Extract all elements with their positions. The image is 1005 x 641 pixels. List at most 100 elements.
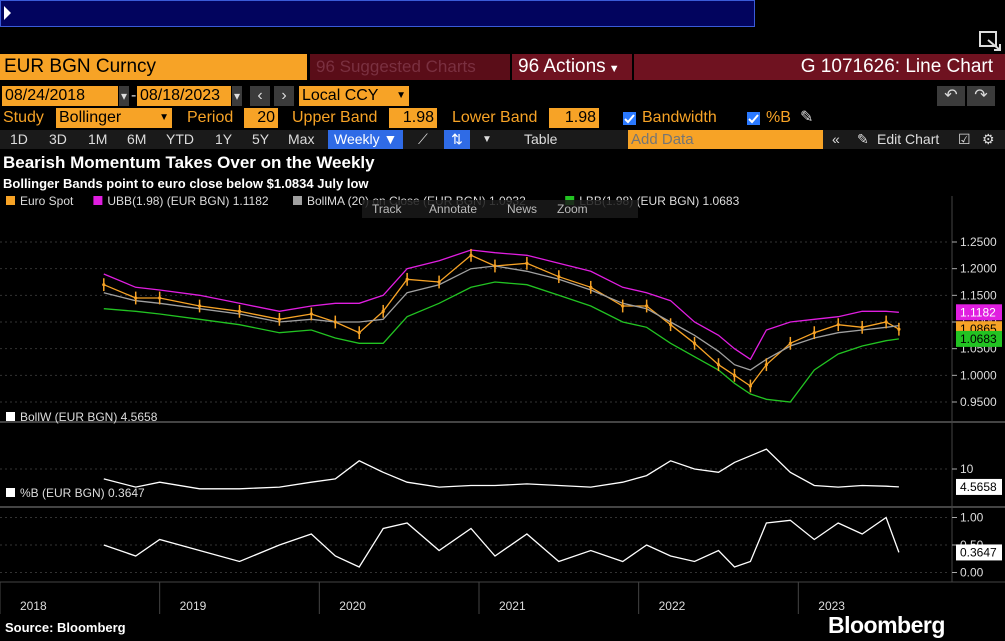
- prev-period-button[interactable]: ‹: [250, 86, 270, 106]
- overlay-toolbar: [362, 200, 638, 218]
- toolbar: [0, 130, 1005, 149]
- overlay-news-button[interactable]: News: [507, 202, 537, 216]
- range-ytd[interactable]: YTD: [166, 131, 194, 147]
- line-chart-icon[interactable]: ⟋: [418, 131, 428, 147]
- command-line[interactable]: [0, 0, 755, 27]
- legend-entry: BollW (EUR BGN) 4.5658: [20, 410, 158, 424]
- expand-icon[interactable]: [978, 30, 1002, 52]
- suggested-icon: 96: [316, 57, 340, 76]
- legend-entry: Euro Spot: [20, 196, 74, 208]
- currency-label: Local CCY: [302, 87, 379, 104]
- actions-menu[interactable]: 96 Actions ▼: [512, 54, 632, 80]
- last-value-tag: [956, 544, 1002, 561]
- data-point: [493, 264, 497, 268]
- data-point: [381, 309, 385, 313]
- chevron-down-icon: ▼: [379, 131, 398, 147]
- range-1m[interactable]: 1M: [88, 131, 108, 147]
- actions-icon: 96: [518, 56, 544, 77]
- overlay-track-button[interactable]: Track: [372, 202, 403, 216]
- chart-headline: Bearish Momentum Takes Over on the Weekl…: [3, 153, 375, 172]
- calendar-icon[interactable]: ▾: [232, 86, 242, 106]
- lower-band-label: Lower Band: [452, 109, 538, 126]
- data-point: [333, 320, 337, 324]
- data-point: [405, 277, 409, 281]
- bandwidth-label: Bandwidth: [642, 109, 717, 126]
- pencil-icon[interactable]: ✎: [800, 109, 814, 126]
- bollinger-chart[interactable]: 1.25001.20001.15001.10001.05001.00000.95…: [0, 196, 1005, 614]
- data-point: [812, 331, 816, 335]
- chevron-down-icon: ▼: [159, 112, 169, 123]
- chevron-down-icon: ▼: [605, 63, 620, 75]
- add-data-input[interactable]: [628, 130, 823, 149]
- series-line-bollw: [103, 448, 899, 490]
- data-point: [525, 261, 529, 265]
- legend-swatch: [6, 196, 15, 205]
- gear-icon[interactable]: ⚙: [982, 131, 995, 147]
- lower-band-field[interactable]: 1.98: [549, 108, 599, 128]
- study-select[interactable]: Bollinger ▼: [56, 108, 172, 128]
- edit-box-icon[interactable]: ☑: [958, 131, 971, 147]
- suggested-charts-button[interactable]: 96 Suggested Charts: [310, 54, 510, 80]
- calendar-icon[interactable]: ▾: [119, 86, 129, 106]
- start-date-field[interactable]: 08/24/2018: [2, 86, 118, 106]
- date-separator: -: [131, 87, 137, 104]
- data-point: [788, 341, 792, 345]
- suggested-charts-label: Suggested Charts: [339, 57, 476, 76]
- y-tick-label: 0.00: [960, 566, 984, 580]
- x-tick-label: 2021: [499, 599, 526, 613]
- range-1y[interactable]: 1Y: [215, 131, 233, 147]
- last-value-tag: [956, 478, 1002, 495]
- percent-b-checkbox[interactable]: [747, 112, 760, 125]
- collapse-icon[interactable]: «: [832, 131, 840, 147]
- edit-chart-icon: ✎: [857, 131, 869, 147]
- edit-chart-button[interactable]: Edit Chart: [877, 131, 940, 147]
- data-point: [716, 363, 721, 367]
- range-3d[interactable]: 3D: [49, 131, 67, 147]
- overlay-zoom-button[interactable]: Zoom: [557, 202, 588, 216]
- last-value-label: 1.0683: [960, 332, 997, 346]
- period-field[interactable]: 20: [244, 108, 278, 128]
- period-label: Period: [187, 109, 234, 126]
- data-point: [764, 363, 768, 367]
- y-tick-label: 10: [960, 462, 974, 476]
- upper-band-field[interactable]: 1.98: [389, 108, 437, 128]
- x-tick-label: 2019: [180, 599, 207, 613]
- study-value: Bollinger: [59, 109, 122, 126]
- y-tick-label: 1.2000: [960, 262, 997, 276]
- range-max[interactable]: Max: [288, 131, 315, 147]
- legend-swatch: [6, 412, 15, 421]
- bandwidth-checkbox[interactable]: [623, 112, 636, 125]
- x-tick-label: 2023: [818, 599, 845, 613]
- range-1d[interactable]: 1D: [10, 131, 28, 147]
- legend-swatch: [6, 488, 15, 497]
- undo-icon[interactable]: ↶: [937, 86, 965, 106]
- data-point: [836, 323, 840, 327]
- bar-chart-icon[interactable]: ⇅: [444, 130, 470, 149]
- next-period-button[interactable]: ›: [274, 86, 294, 106]
- data-point: [158, 296, 162, 300]
- data-point: [134, 296, 138, 300]
- actions-label: Actions: [543, 56, 606, 77]
- chart-id-label: G 1071626: Line Chart: [634, 54, 1005, 80]
- end-date-field[interactable]: 08/18/2023: [137, 86, 231, 106]
- legend-entry: %B (EUR BGN) 0.3647: [20, 486, 145, 500]
- chevron-down-icon[interactable]: ▼: [482, 134, 492, 145]
- series-line-lbb: [103, 281, 899, 403]
- data-point: [645, 304, 649, 308]
- currency-select[interactable]: Local CCY ▼: [299, 86, 409, 106]
- data-point: [357, 331, 361, 335]
- redo-icon[interactable]: ↷: [967, 86, 995, 106]
- data-point: [748, 384, 753, 388]
- data-point: [102, 283, 106, 287]
- security-field[interactable]: EUR BGN Curncy: [0, 54, 307, 80]
- data-point: [469, 253, 473, 257]
- frequency-select[interactable]: Weekly ▼: [328, 130, 404, 149]
- data-point: [860, 325, 864, 329]
- data-point: [884, 320, 888, 324]
- range-5y[interactable]: 5Y: [252, 131, 270, 147]
- range-6m[interactable]: 6M: [127, 131, 147, 147]
- legend-swatch: [293, 196, 302, 205]
- overlay-annotate-button[interactable]: Annotate: [429, 202, 477, 216]
- chart-subheadline: Bollinger Bands point to euro close belo…: [3, 176, 369, 191]
- table-button[interactable]: Table: [524, 131, 558, 147]
